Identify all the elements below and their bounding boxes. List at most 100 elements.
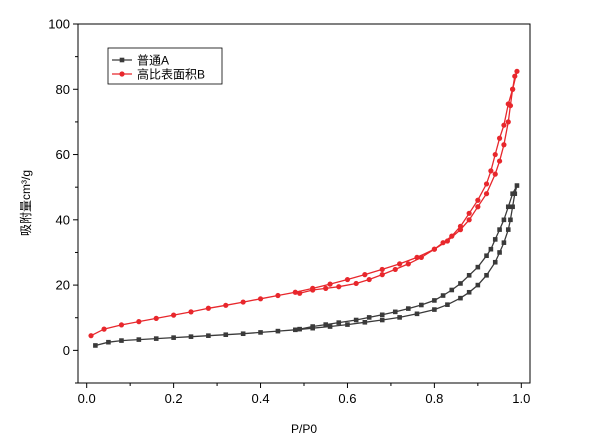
data-point <box>188 309 194 315</box>
data-point <box>366 315 372 320</box>
x-axis-title: P/P0 <box>291 422 317 436</box>
data-point <box>336 284 342 290</box>
data-point <box>505 204 511 210</box>
data-point <box>379 266 385 273</box>
data-point <box>101 326 107 332</box>
data-point <box>118 322 125 328</box>
data-point <box>445 302 450 307</box>
data-point <box>310 287 316 293</box>
data-point <box>136 337 142 342</box>
data-point <box>432 307 437 312</box>
data-point <box>501 122 507 128</box>
data-point <box>379 312 385 318</box>
data-point <box>171 312 177 318</box>
data-point <box>405 261 411 267</box>
data-point <box>418 254 424 260</box>
data-point <box>466 210 472 216</box>
series-2 <box>88 68 520 339</box>
data-point <box>292 289 298 295</box>
x-tick-label: 0.6 <box>338 391 356 406</box>
data-point <box>379 272 385 278</box>
y-tick-label: 80 <box>56 82 70 97</box>
data-point <box>240 299 246 305</box>
data-point <box>492 151 498 158</box>
data-point <box>392 309 398 315</box>
data-point <box>379 317 385 323</box>
data-point <box>293 327 298 333</box>
data-point <box>488 246 494 252</box>
data-point <box>275 328 281 334</box>
data-point <box>508 217 513 223</box>
data-point <box>501 240 507 245</box>
data-point <box>444 238 451 244</box>
data-point <box>153 336 159 341</box>
data-point <box>449 233 455 239</box>
series-1 <box>93 183 520 348</box>
data-point <box>483 191 490 197</box>
data-point <box>119 338 124 343</box>
data-point <box>505 101 511 107</box>
series-layer <box>88 68 520 348</box>
data-point <box>510 191 515 197</box>
data-point <box>484 253 489 259</box>
data-point <box>188 334 194 339</box>
data-point <box>483 181 490 187</box>
data-point <box>397 261 403 267</box>
data-point <box>501 142 507 148</box>
data-point <box>492 171 498 177</box>
data-point <box>496 135 503 141</box>
legend-box <box>107 47 223 85</box>
data-point <box>240 331 246 337</box>
legend-label: 高比表面积B <box>137 67 205 82</box>
data-point <box>510 204 515 210</box>
data-point <box>514 68 520 74</box>
data-point <box>223 332 229 337</box>
data-point <box>458 281 463 286</box>
data-point <box>93 343 98 348</box>
data-point <box>510 86 516 92</box>
data-point <box>488 168 494 174</box>
data-point <box>497 227 502 232</box>
y-tick-label: 40 <box>56 212 70 227</box>
data-point <box>275 292 281 299</box>
data-point <box>432 298 437 303</box>
x-tick-label: 0.8 <box>425 391 443 406</box>
data-point <box>344 276 351 283</box>
data-point <box>505 119 511 125</box>
y-tick-label: 60 <box>56 147 70 162</box>
data-point <box>297 326 302 332</box>
data-point <box>153 315 159 321</box>
data-point <box>497 250 502 255</box>
data-point <box>440 240 446 246</box>
data-point <box>492 259 498 265</box>
data-point <box>88 333 94 339</box>
data-point <box>106 339 111 345</box>
data-point <box>414 254 420 260</box>
data-point <box>475 282 481 288</box>
data-point <box>362 319 368 325</box>
data-point <box>406 306 411 311</box>
data-point <box>431 246 437 252</box>
data-point <box>419 302 424 308</box>
data-point <box>257 296 264 302</box>
data-point <box>466 289 472 295</box>
legend-swatch-marker <box>119 71 125 77</box>
y-tick-label: 0 <box>63 343 70 358</box>
x-tick-label: 0.0 <box>78 391 96 406</box>
data-point <box>512 73 518 79</box>
data-point <box>171 335 176 340</box>
data-point <box>496 158 503 164</box>
data-point <box>323 285 329 291</box>
data-point <box>457 223 464 229</box>
data-point <box>475 197 481 203</box>
data-point <box>258 330 263 335</box>
data-point <box>449 287 455 293</box>
data-point <box>501 217 507 223</box>
data-point <box>327 281 333 287</box>
data-point <box>336 320 342 325</box>
x-tick-label: 0.2 <box>165 391 183 406</box>
data-point <box>353 317 359 323</box>
